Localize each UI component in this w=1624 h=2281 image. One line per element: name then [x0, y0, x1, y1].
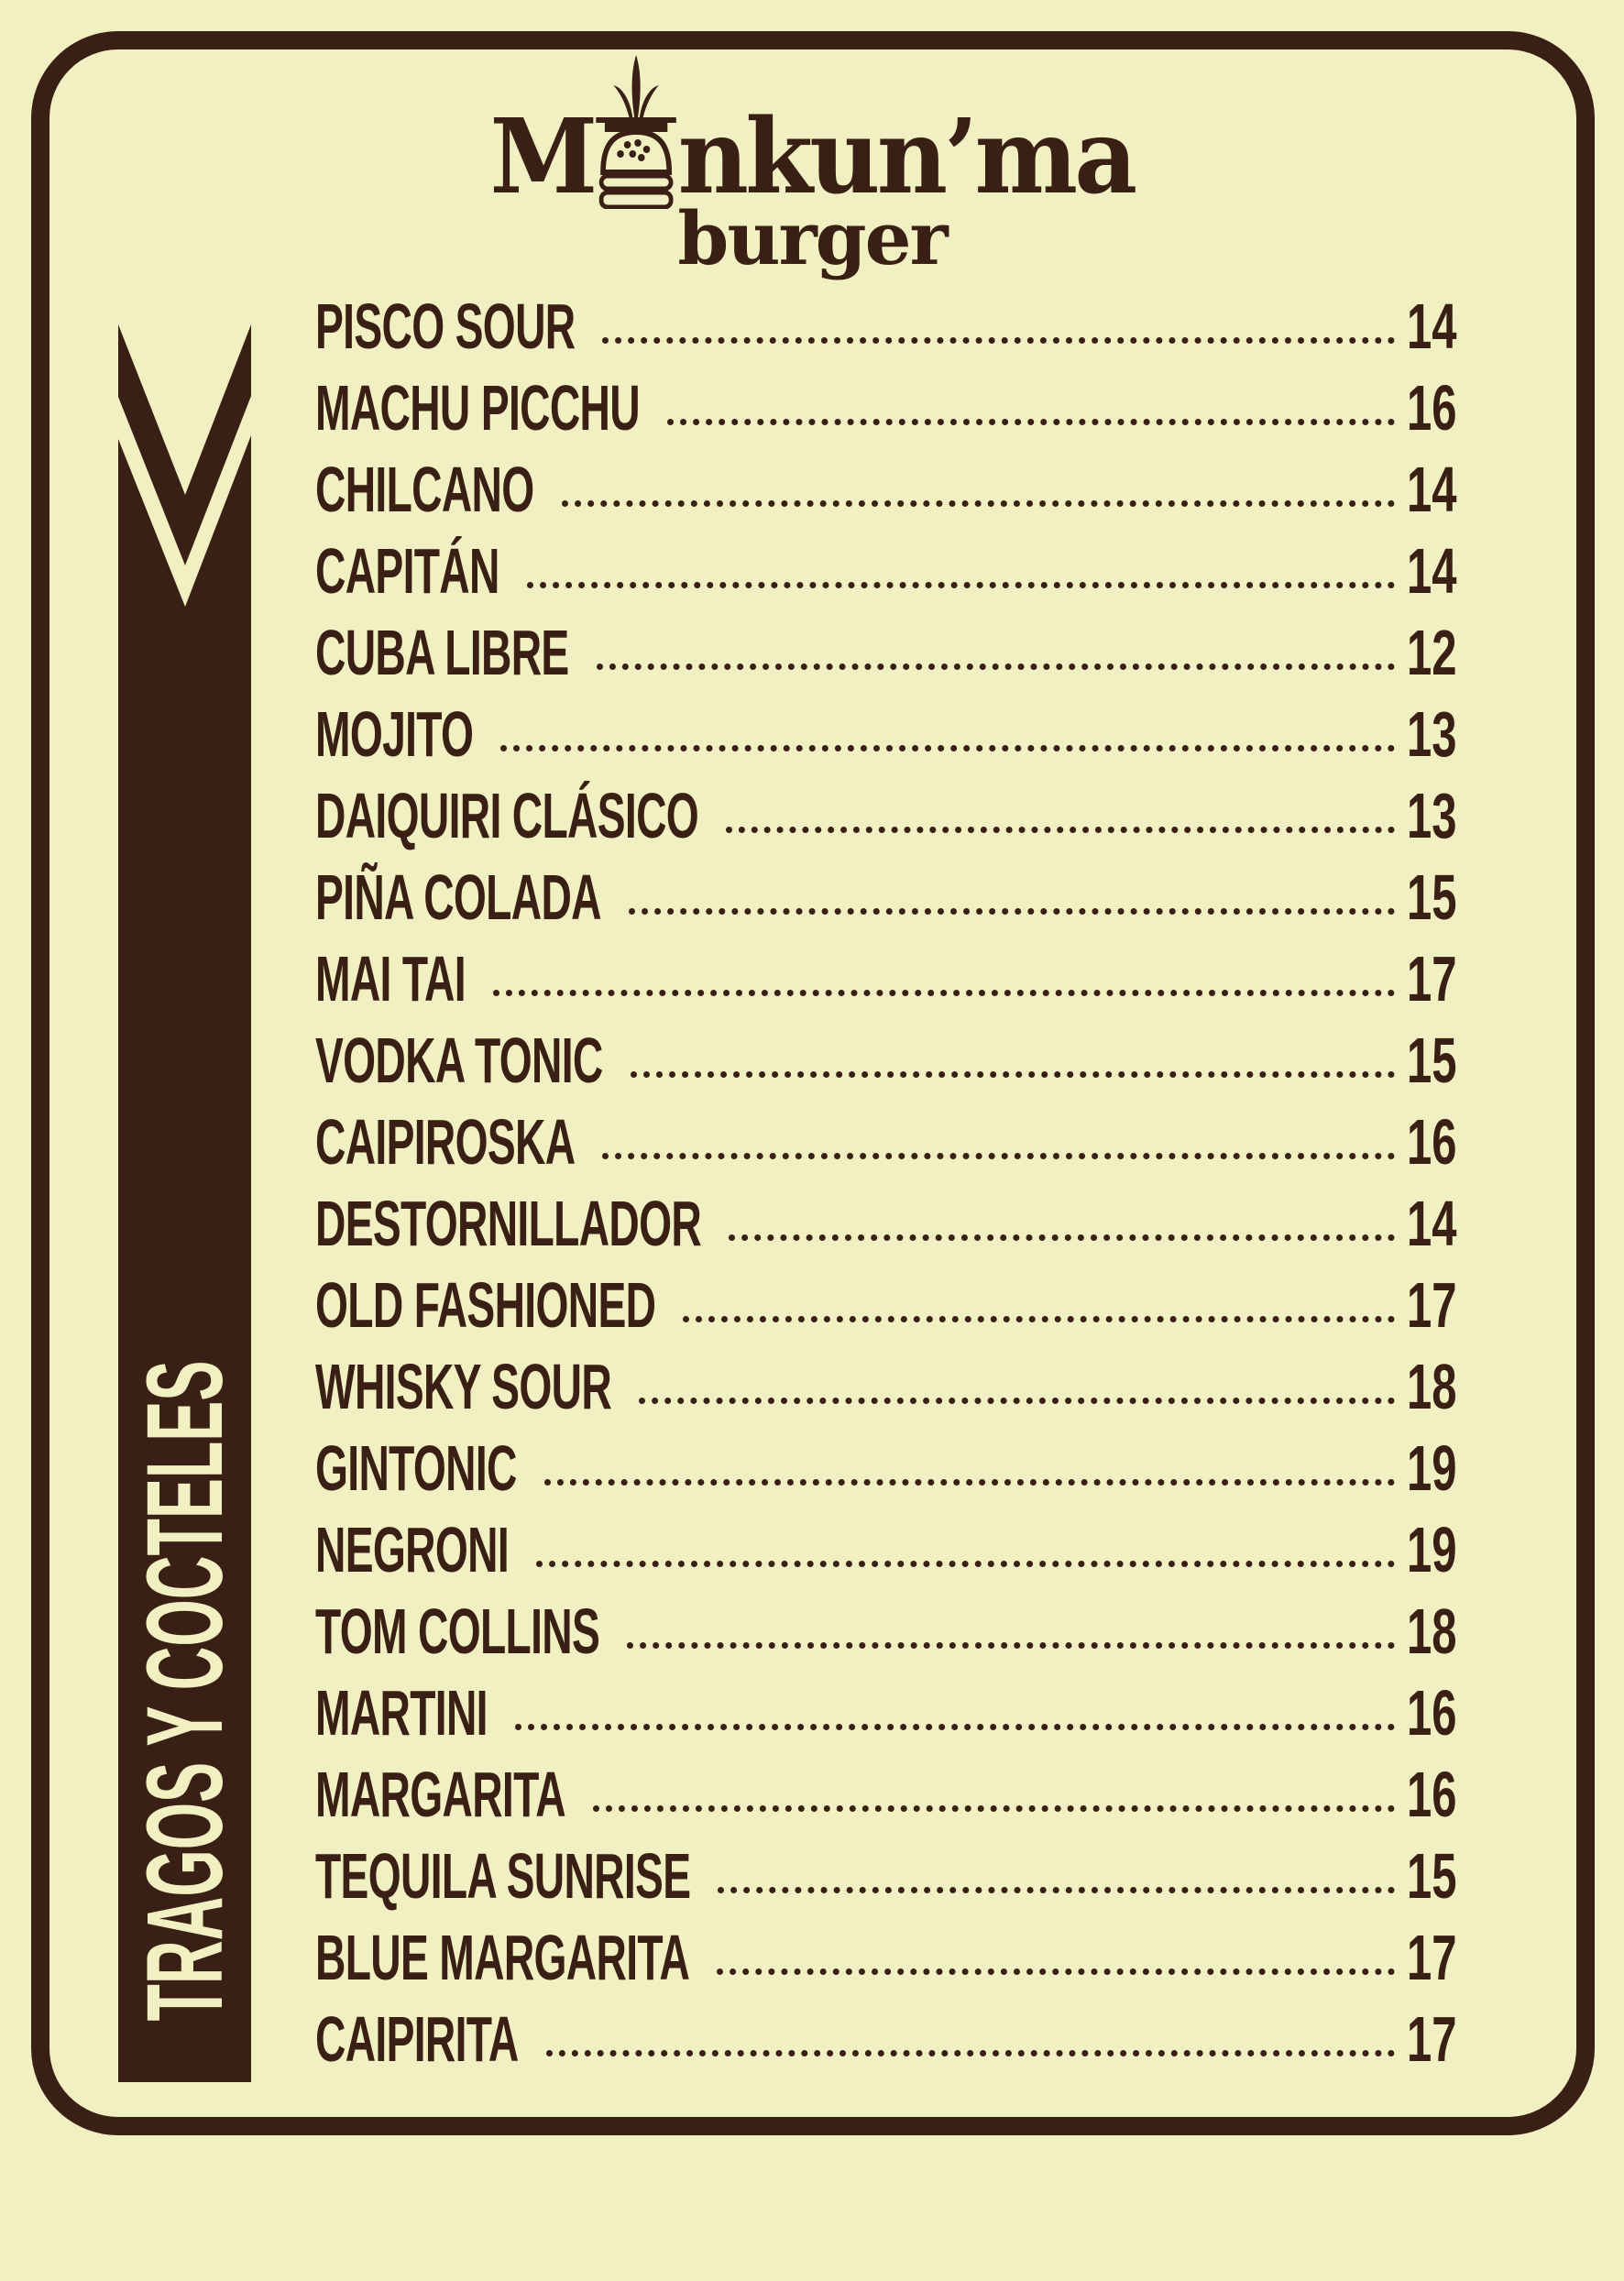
menu-item-name: NEGRONI — [315, 1514, 510, 1585]
menu-item-name: MACHU PICCHU — [315, 372, 641, 444]
menu-item-price: 16 — [1407, 1106, 1457, 1178]
dotted-leader — [561, 500, 1395, 507]
menu-item-price: 18 — [1407, 1351, 1457, 1422]
dotted-leader — [602, 337, 1395, 344]
sidebar-band — [118, 435, 251, 2082]
menu-item: MARTINI 16 — [0, 1672, 1624, 1754]
menu-item: WHISKY SOUR 18 — [0, 1346, 1624, 1428]
dotted-leader — [543, 1479, 1395, 1486]
logo-text-rest: nkun’ma — [677, 97, 1138, 217]
dotted-leader — [492, 990, 1395, 996]
menu-item-name: CHILCANO — [315, 454, 534, 525]
menu-border — [31, 31, 1595, 2135]
menu-item-name: CUBA LIBRE — [315, 617, 569, 688]
menu-item-price: 13 — [1407, 698, 1457, 770]
menu-item: CAIPIRITA 17 — [0, 1999, 1624, 2080]
menu-item-name: TOM COLLINS — [315, 1596, 600, 1667]
menu-item: DESTORNILLADOR 14 — [0, 1183, 1624, 1265]
menu-item-price: 14 — [1407, 291, 1457, 362]
menu-item-name: OLD FASHIONED — [315, 1269, 656, 1341]
dotted-leader — [630, 1071, 1395, 1078]
chevron-top — [118, 324, 251, 565]
menu-item: CHILCANO 14 — [0, 449, 1624, 531]
menu-item-price: 17 — [1407, 1922, 1457, 1993]
menu-item-price: 13 — [1407, 780, 1457, 851]
menu-item-name: GINTONIC — [315, 1432, 517, 1504]
menu-item-price: 16 — [1407, 1759, 1457, 1830]
logo-subtitle: burger — [677, 195, 948, 281]
menu-item-name: PIÑA COLADA — [315, 861, 602, 933]
logo-text-first: M — [489, 97, 598, 217]
menu-item: VODKA TONIC 15 — [0, 1020, 1624, 1102]
menu-item: GINTONIC 19 — [0, 1428, 1624, 1509]
menu-item: NEGRONI 19 — [0, 1509, 1624, 1591]
dotted-leader — [729, 1234, 1395, 1241]
menu-item-price: 17 — [1407, 1269, 1457, 1341]
burger-pineapple-icon — [596, 55, 676, 209]
menu-item-name: CAIPIROSKA — [315, 1106, 576, 1178]
menu-item-price: 19 — [1407, 1514, 1457, 1585]
menu-item-price: 14 — [1407, 535, 1457, 607]
menu-item: MARGARITA 16 — [0, 1754, 1624, 1836]
menu-item-name: DESTORNILLADOR — [315, 1188, 702, 1259]
menu-item-price: 15 — [1407, 1025, 1457, 1096]
dotted-leader — [602, 1153, 1395, 1159]
dotted-leader — [666, 419, 1395, 425]
menu-item-name: CAIPIRITA — [315, 2003, 519, 2075]
dotted-leader — [627, 1642, 1395, 1649]
menu-item: DAIQUIRI CLÁSICO 13 — [0, 775, 1624, 857]
menu-item: PIÑA COLADA 15 — [0, 857, 1624, 938]
menu-item: MOJITO 13 — [0, 694, 1624, 775]
menu-item-name: CAPITÁN — [315, 535, 499, 607]
menu-item-name: MAI TAI — [315, 943, 466, 1014]
menu-item-price: 16 — [1407, 1677, 1457, 1749]
dotted-leader — [545, 2050, 1395, 2056]
menu-item-name: TEQUILA SUNRISE — [315, 1840, 691, 1912]
menu-item-name: MOJITO — [315, 698, 474, 770]
dotted-leader — [592, 1805, 1395, 1812]
dotted-leader — [718, 1887, 1395, 1893]
dotted-leader — [526, 582, 1395, 588]
menu-item-name: MARGARITA — [315, 1759, 566, 1830]
dotted-leader — [514, 1724, 1395, 1730]
menu-item-price: 19 — [1407, 1432, 1457, 1504]
menu-item-name: PISCO SOUR — [315, 291, 576, 362]
menu-item: MAI TAI 17 — [0, 938, 1624, 1020]
brand-logo: M nkun’ma burger — [0, 53, 1624, 275]
menu-item-name: DAIQUIRI CLÁSICO — [315, 780, 699, 851]
dotted-leader — [628, 908, 1395, 915]
dotted-leader — [596, 663, 1395, 670]
menu-item: PISCO SOUR 14 — [0, 286, 1624, 367]
menu-item-price: 14 — [1407, 454, 1457, 525]
menu-item: TOM COLLINS 18 — [0, 1591, 1624, 1672]
menu-item-name: MARTINI — [315, 1677, 488, 1749]
menu-item-price: 15 — [1407, 861, 1457, 933]
menu-item-price: 17 — [1407, 943, 1457, 1014]
menu-item-name: BLUE MARGARITA — [315, 1922, 690, 1993]
menu-item-name: VODKA TONIC — [315, 1025, 603, 1096]
menu-item: MACHU PICCHU 16 — [0, 367, 1624, 449]
dotted-leader — [726, 827, 1395, 833]
menu-item-price: 17 — [1407, 2003, 1457, 2075]
menu-item-price: 12 — [1407, 617, 1457, 688]
menu-item: BLUE MARGARITA 17 — [0, 1917, 1624, 1999]
sidebar-banner — [118, 324, 251, 2082]
dotted-leader — [536, 1561, 1395, 1567]
dotted-leader — [639, 1398, 1395, 1404]
menu-item-price: 18 — [1407, 1596, 1457, 1667]
menu-item-price: 16 — [1407, 372, 1457, 444]
menu-item-price: 14 — [1407, 1188, 1457, 1259]
dotted-leader — [683, 1316, 1395, 1322]
menu-item: CAIPIROSKA 16 — [0, 1102, 1624, 1183]
menu-item: CAPITÁN 14 — [0, 531, 1624, 612]
menu-item: CUBA LIBRE 12 — [0, 612, 1624, 694]
menu-item-price: 15 — [1407, 1840, 1457, 1912]
menu-item: TEQUILA SUNRISE 15 — [0, 1836, 1624, 1917]
dotted-leader — [717, 1968, 1395, 1975]
dotted-leader — [500, 745, 1395, 751]
menu-item-name: WHISKY SOUR — [315, 1351, 612, 1422]
menu-item: OLD FASHIONED 17 — [0, 1265, 1624, 1346]
